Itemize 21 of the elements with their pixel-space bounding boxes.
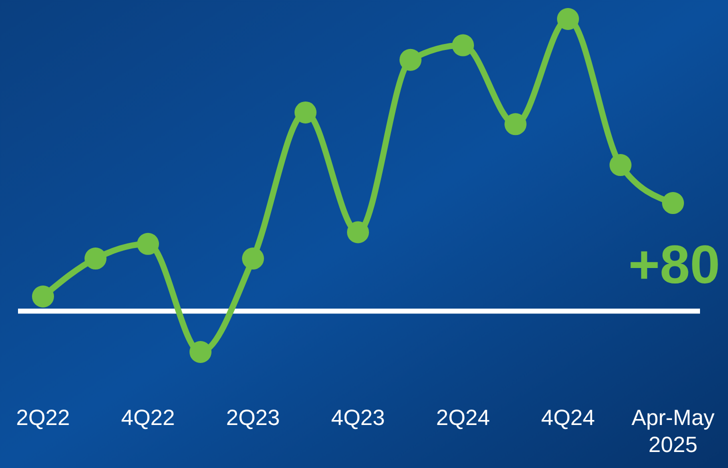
point <box>294 101 316 124</box>
point <box>347 221 369 244</box>
point <box>400 48 422 71</box>
x-tick-label: 2Q22 <box>16 405 70 430</box>
point <box>190 341 212 363</box>
point <box>242 248 264 270</box>
point <box>504 113 526 136</box>
point <box>84 248 106 270</box>
x-tick-label: 4Q24 <box>541 405 595 430</box>
point <box>32 286 54 308</box>
point <box>137 232 159 255</box>
x-tick-label: Apr-May 2025 <box>631 405 715 457</box>
point <box>452 34 474 56</box>
point <box>610 154 632 176</box>
x-tick-label: 2Q23 <box>226 405 280 430</box>
x-tick-label: 4Q22 <box>121 405 175 430</box>
x-tick-label: 4Q23 <box>331 405 385 430</box>
annotation: +80 <box>628 235 720 296</box>
point <box>662 192 684 214</box>
point <box>557 8 579 30</box>
x-tick-label: 2Q24 <box>436 405 490 430</box>
